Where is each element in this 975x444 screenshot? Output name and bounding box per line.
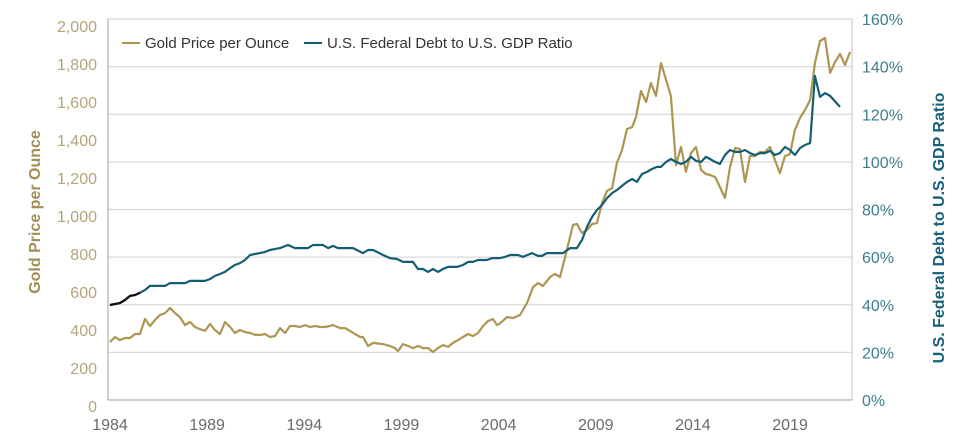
right-tick-label: 120% xyxy=(862,107,903,124)
x-tick-label: 1994 xyxy=(287,417,323,434)
x-tick-label: 2004 xyxy=(481,417,517,434)
left-tick-label: 1,800 xyxy=(57,57,97,74)
gold-price-line xyxy=(109,36,852,354)
right-tick-label: 100% xyxy=(862,155,903,172)
x-tick-label: 2019 xyxy=(772,417,808,434)
left-tick-label: 2,000 xyxy=(57,19,97,36)
left-tick-label: 0 xyxy=(88,399,97,416)
right-axis-title: U.S. Federal Debt to U.S. GDP Ratio xyxy=(931,92,948,363)
left-tick-label: 1,000 xyxy=(57,209,97,226)
left-tick-label: 400 xyxy=(70,323,97,340)
series-lines xyxy=(109,36,852,354)
x-tick-label: 1984 xyxy=(92,417,128,434)
right-tick-label: 20% xyxy=(862,345,894,362)
debt-to-gdp-line xyxy=(109,74,841,307)
x-tick-label: 1999 xyxy=(384,417,420,434)
right-tick-label: 160% xyxy=(862,12,903,29)
right-tick-label: 80% xyxy=(862,203,894,220)
x-axis-ticks: 1984 1989 1994 1999 2004 2009 2014 2019 xyxy=(92,417,808,434)
right-tick-label: 40% xyxy=(862,298,894,315)
left-tick-label: 200 xyxy=(70,361,97,378)
left-tick-label: 600 xyxy=(70,285,97,302)
left-axis-title: Gold Price per Ounce xyxy=(27,130,44,294)
left-tick-label: 800 xyxy=(70,247,97,264)
legend-label-debt: U.S. Federal Debt to U.S. GDP Ratio xyxy=(327,35,573,52)
legend-label-gold: Gold Price per Ounce xyxy=(145,35,289,52)
right-tick-label: 60% xyxy=(862,250,894,267)
x-tick-label: 1989 xyxy=(189,417,225,434)
left-tick-label: 1,400 xyxy=(57,133,97,150)
legend: Gold Price per Ounce U.S. Federal Debt t… xyxy=(122,35,573,52)
left-axis-ticks: 2,000 1,800 1,600 1,400 1,200 1,000 800 600 400 2… xyxy=(57,19,97,416)
left-tick-label: 1,200 xyxy=(57,171,97,188)
gridlines xyxy=(108,65,852,354)
debt-to-gdp-line-early-segment xyxy=(109,291,141,307)
right-tick-label: 0% xyxy=(862,393,885,410)
x-tick-label: 2014 xyxy=(675,417,711,434)
x-tick-label: 2009 xyxy=(578,417,614,434)
left-tick-label: 1,600 xyxy=(57,95,97,112)
right-axis-ticks: 160% 140% 120% 100% 80% 60% 40% 20% 0% xyxy=(862,12,903,410)
right-tick-label: 140% xyxy=(862,60,903,77)
